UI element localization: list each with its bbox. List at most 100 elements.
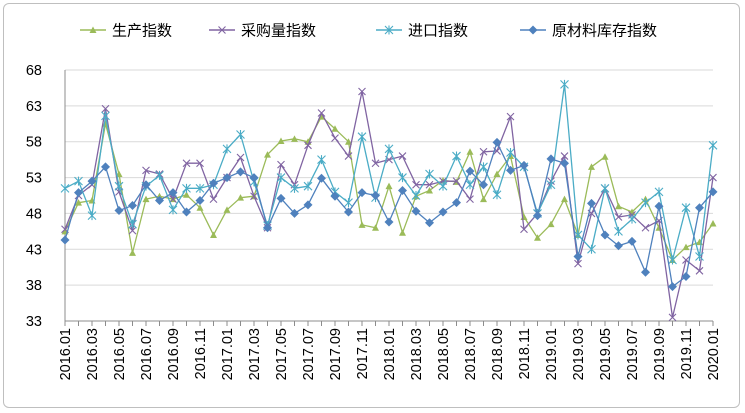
data-point (600, 230, 610, 240)
data-point (668, 313, 677, 322)
legend-item: 进口指数 (376, 22, 468, 40)
data-point (291, 135, 298, 142)
data-point (573, 251, 583, 261)
x-tick-label: 2018.01 (382, 328, 398, 380)
data-point (399, 229, 406, 236)
data-point (129, 249, 136, 256)
data-point (357, 188, 367, 198)
data-point (479, 180, 488, 190)
data-point (182, 207, 191, 217)
data-point (74, 188, 83, 198)
data-point (101, 104, 110, 113)
data-point (317, 173, 326, 183)
series-1 (61, 113, 717, 264)
data-point (627, 236, 637, 246)
data-point (371, 159, 380, 168)
data-point (479, 147, 488, 156)
data-point (168, 188, 178, 198)
x-tick-label: 2017.03 (247, 328, 263, 380)
legend-label: 生产指数 (112, 22, 172, 40)
data-point (574, 259, 582, 268)
data-point (303, 200, 313, 210)
data-point (222, 144, 232, 154)
data-point (452, 177, 461, 186)
data-point (452, 151, 461, 161)
data-point (398, 152, 407, 160)
y-tick-label: 38 (26, 278, 42, 294)
gridlines (65, 69, 713, 286)
y-tick-label: 43 (26, 242, 42, 258)
data-point (547, 220, 555, 228)
x-tick-label: 2016.11 (193, 328, 209, 379)
data-point (128, 201, 137, 211)
data-point (210, 231, 217, 238)
data-point (74, 176, 83, 186)
data-point (87, 211, 97, 221)
x-tick-label: 2018.05 (436, 328, 452, 380)
data-point (223, 206, 231, 213)
y-tick-label: 53 (26, 171, 42, 187)
x-tick-label: 2017.01 (220, 328, 236, 380)
x-tick-label: 2016.03 (85, 328, 101, 380)
data-point (587, 198, 596, 208)
data-point (128, 219, 137, 229)
data-point (155, 196, 164, 206)
data-point (695, 251, 704, 261)
data-point (303, 181, 313, 191)
x-tick-label: 2019.05 (598, 328, 614, 380)
x-tick-label: 2019.03 (571, 328, 587, 380)
data-point (384, 144, 394, 154)
x-tick-label: 2019.11 (679, 328, 695, 379)
data-point (331, 134, 339, 143)
data-point (411, 191, 421, 200)
data-point (695, 266, 704, 275)
data-point (682, 243, 690, 251)
data-point (317, 109, 326, 117)
series-4 (60, 137, 718, 292)
y-axis-tick-labels: 33 38 43 48 53 58 63 68 (26, 63, 42, 330)
data-point (236, 153, 245, 162)
y-tick-label: 63 (26, 99, 42, 115)
x-tick-label: 2017.11 (355, 328, 371, 379)
x-tick-label: 2016.05 (112, 328, 128, 380)
data-point (560, 79, 569, 89)
data-point (452, 198, 461, 208)
data-point (411, 206, 421, 216)
data-point (357, 132, 367, 142)
data-point (236, 130, 245, 140)
data-point (438, 207, 448, 217)
x-axis-tick-labels: 2016.01 2016.03 2016.05 2016.07 2016.09 2016.… (58, 328, 722, 380)
data-point (492, 190, 502, 200)
data-point (276, 173, 286, 183)
data-point (168, 205, 178, 215)
data-point (155, 170, 164, 180)
data-point (561, 195, 568, 203)
data-point (290, 183, 299, 193)
data-point (236, 167, 245, 177)
data-point (141, 180, 151, 190)
data-point (695, 203, 704, 213)
x-tick-label: 2019.07 (625, 328, 641, 380)
data-point (277, 160, 285, 169)
x-tick-label: 2017.09 (328, 328, 344, 380)
series-lines (60, 79, 718, 322)
data-point (426, 186, 433, 194)
y-tick-label: 33 (26, 314, 42, 330)
data-point (709, 173, 717, 182)
data-point (533, 211, 542, 221)
series-3 (60, 79, 718, 265)
data-point (466, 148, 474, 155)
x-tick-label: 2018.11 (517, 328, 533, 379)
data-point (142, 166, 150, 175)
data-point (101, 111, 110, 121)
x-tick-label: 2017.07 (301, 328, 317, 380)
data-point (627, 214, 637, 224)
data-point (290, 208, 299, 218)
data-point (480, 195, 487, 203)
data-point (534, 234, 541, 241)
data-point (466, 195, 474, 203)
x-tick-label: 2019.09 (652, 328, 668, 380)
data-point (668, 255, 677, 265)
x-tick-label: 2017.05 (274, 328, 290, 380)
data-point (398, 173, 407, 183)
